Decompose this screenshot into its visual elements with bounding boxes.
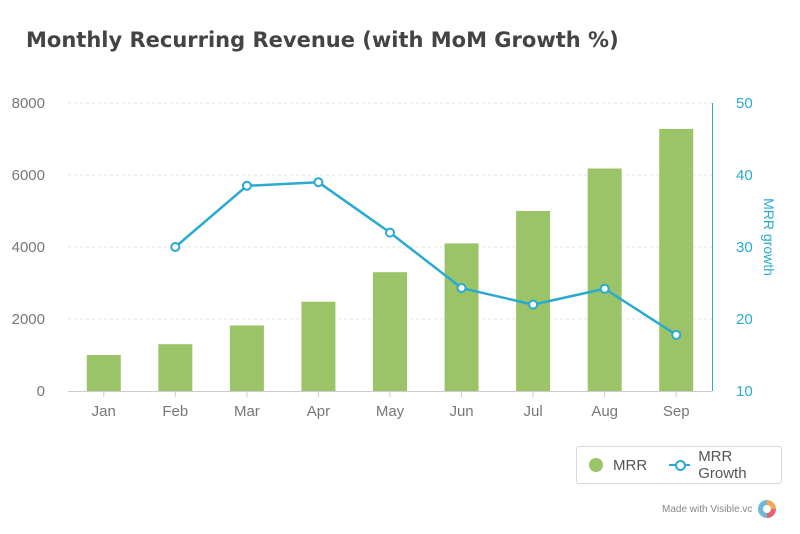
y-right-axis-title: MRR growth [761,198,777,276]
bar-apr [301,301,336,391]
growth-point-may [385,227,395,238]
x-tick-label: Jul [524,403,543,420]
x-tick-label: Aug [591,403,618,420]
y-right-tick-label: 40 [736,167,753,184]
bar-aug [587,168,622,391]
legend-swatch-mrr [589,458,603,472]
y-left-tick-label: 4000 [12,239,45,256]
y-left-tick-label: 0 [37,383,45,400]
footer[interactable]: Made with Visible.vc [662,500,777,518]
bar-jan [86,355,121,391]
y-right-tick-label: 30 [736,239,753,256]
y-left-tick-label: 8000 [12,95,45,112]
growth-point-aug [599,283,610,294]
x-tick-label: Sep [663,403,690,420]
x-tick-label: Mar [234,403,260,420]
y-left-tick-label: 2000 [12,311,45,328]
bar-feb [158,344,193,391]
y-left-tick-label: 6000 [12,167,45,184]
x-tick-label: Jun [449,403,473,420]
footer-text: Made with Visible.vc [662,503,753,515]
growth-point-jul [528,299,539,310]
visible-logo-icon [758,500,777,518]
growth-line [174,180,677,336]
legend-label-growth: MRR Growth [698,448,747,482]
bar-mar [229,325,264,391]
legend-label-mrr: MRR [613,456,648,474]
y-right-tick-label: 20 [736,311,753,328]
x-tick-label: Jan [92,403,116,420]
growth-point-sep [671,329,682,340]
legend-item-growth[interactable]: MRR Growth [669,448,781,482]
legend-swatch-growth [669,459,691,471]
growth-point-jun [456,283,467,294]
growth-point-apr [313,177,324,188]
chart-legend: MRR MRR Growth [576,446,782,484]
x-tick-label: Apr [307,403,330,420]
bar-jun [444,243,479,391]
bar-may [373,272,407,391]
x-tick-label: Feb [162,403,188,420]
bar-sep [659,128,694,392]
y-right-tick-label: 50 [736,95,753,112]
growth-point-mar [241,180,252,191]
growth-point-feb [170,242,181,252]
x-tick-label: May [376,403,405,420]
y-right-tick-label: 10 [736,383,753,400]
legend-item-mrr[interactable]: MRR [589,457,647,474]
chart-title: Monthly Recurring Revenue (with MoM Grow… [26,28,619,52]
